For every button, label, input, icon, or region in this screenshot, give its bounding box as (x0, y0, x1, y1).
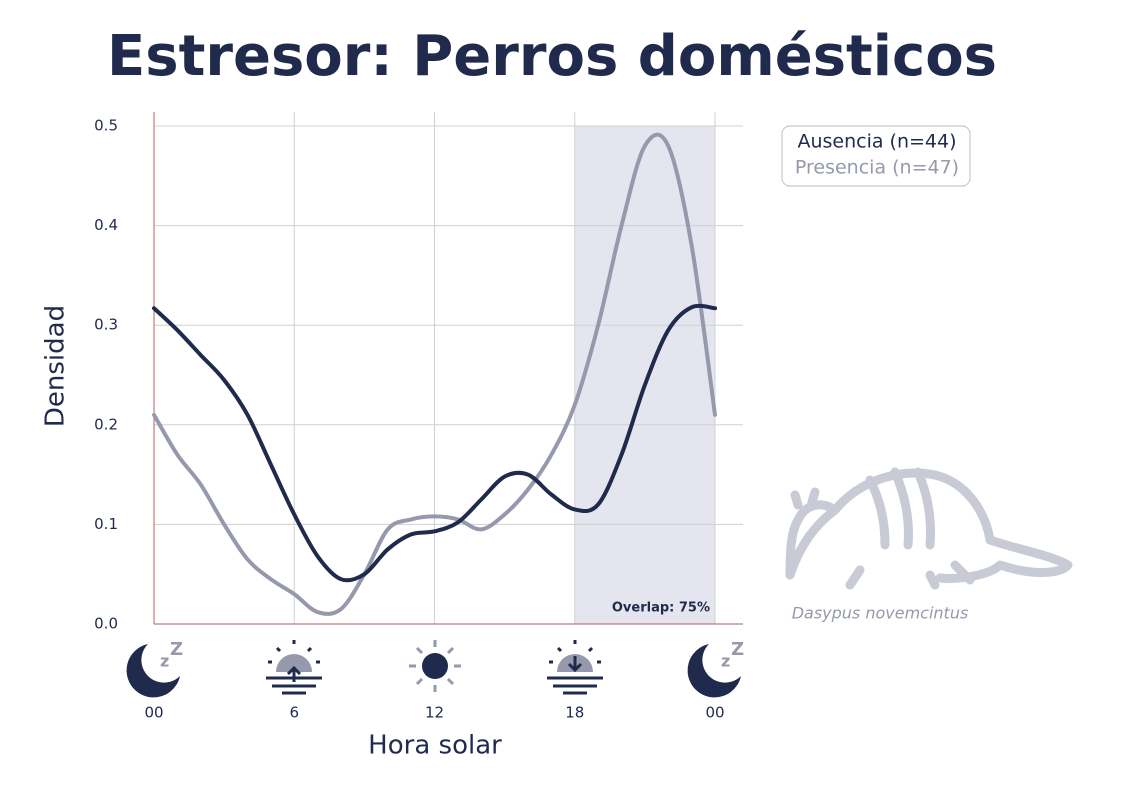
x-tick-label: 00 (144, 704, 163, 722)
y-tick-label: 0.2 (94, 415, 118, 433)
y-tick-label: 0.4 (94, 216, 118, 234)
line-series (152, 303, 717, 583)
x-tick-label: 00 (705, 704, 724, 722)
y-tick-label: 0.0 (94, 615, 118, 633)
svg-text:Z: Z (731, 639, 744, 660)
y-tick-label: 0.5 (94, 117, 118, 135)
x-tick-label: 12 (425, 704, 444, 722)
y-tick-label: 0.1 (94, 515, 118, 533)
x-axis-title: Hora solar (368, 731, 502, 761)
time-icons: z Z z Z (126, 639, 744, 698)
line-series (152, 132, 717, 616)
x-tick-label: 6 (289, 704, 299, 722)
armadillo-icon (785, 467, 1073, 590)
y-axis-title: Densidad (41, 305, 71, 427)
svg-text:z: z (160, 652, 169, 671)
moon-icon: z Z (687, 639, 744, 698)
sun-icon (409, 640, 461, 692)
x-tick-label: 18 (565, 704, 584, 722)
legend-label: Ausencia (n=44) (797, 131, 956, 153)
species-label: Dasypus novemcintus (792, 604, 969, 623)
legend-box (781, 125, 971, 187)
y-tick-label: 0.3 (94, 316, 118, 334)
svg-text:Z: Z (170, 639, 183, 660)
legend-label: Presencia (n=47) (795, 157, 959, 179)
sunrise-icon (266, 640, 322, 695)
sunset-icon (547, 640, 603, 695)
annotation: Overlap: 75% (612, 601, 710, 616)
plot-area: 0.0 0.1 0.2 0.3 0.4 0.5 00 6 12 18 00 Overlap: 75% (94, 112, 743, 722)
legend: Ausencia (n=44) Presencia (n=47) (781, 125, 971, 187)
chart-title: Estresor: Perros domésticos (107, 24, 997, 89)
moon-icon: z Z (126, 639, 183, 698)
svg-text:z: z (721, 652, 730, 671)
shaded-range (574, 126, 715, 624)
